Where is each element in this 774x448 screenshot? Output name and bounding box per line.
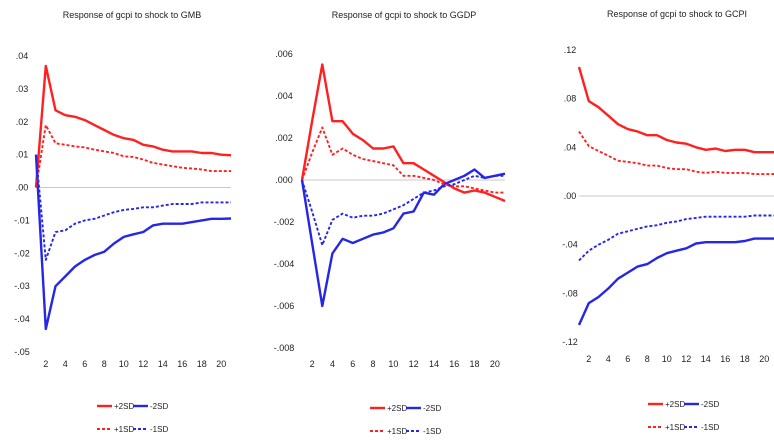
x-tick-label: 20 <box>759 354 769 364</box>
x-tick-label: 4 <box>63 359 68 369</box>
chart-panel-2: Response of gcpi to shock to GGDP .006 .00… <box>274 10 506 436</box>
y-tick-label: -.05 <box>14 347 30 357</box>
x-tick-label: 18 <box>197 359 207 369</box>
x-tick-label: 12 <box>409 359 419 369</box>
series-line-plus2sd <box>577 66 774 154</box>
y-tick-label: .04 <box>564 142 577 152</box>
legend-label: -1SD <box>150 425 168 434</box>
y-tick-label: -.08 <box>562 288 578 298</box>
x-tick-label: 4 <box>606 354 611 364</box>
y-tick-label: -.006 <box>274 301 295 311</box>
legend-label: +2SD <box>387 404 407 413</box>
y-tick-label: -.12 <box>562 337 578 347</box>
series-line-minus1sd <box>35 154 231 261</box>
x-tick-label: 18 <box>740 354 750 364</box>
y-tick-label: .04 <box>16 51 29 61</box>
legend-label: -1SD <box>701 423 719 432</box>
x-tick-label: 8 <box>645 354 650 364</box>
legend-label: +2SD <box>665 400 685 409</box>
x-tick-label: 2 <box>586 354 591 364</box>
legend-label: +1SD <box>665 423 685 432</box>
chart-title: Response of gcpi to shock to GCPI <box>607 9 747 19</box>
x-tick-label: 10 <box>662 354 672 364</box>
x-tick-label: 10 <box>388 359 398 369</box>
legend-label: +1SD <box>387 427 407 436</box>
x-tick-label: 6 <box>350 359 355 369</box>
series-line-plus1sd <box>35 124 231 188</box>
y-tick-label: -.002 <box>274 217 295 227</box>
y-tick-label: .000 <box>275 175 293 185</box>
series-line-minus2sd <box>577 237 774 326</box>
x-tick-label: 8 <box>371 359 376 369</box>
y-tick-label: .004 <box>275 91 293 101</box>
y-tick-label: .02 <box>16 117 29 127</box>
series-line-plus1sd <box>578 130 774 176</box>
x-tick-label: 14 <box>701 354 711 364</box>
legend: +2SD -2SD +1SD -1SD <box>97 402 168 434</box>
x-tick-label: 20 <box>216 359 226 369</box>
legend: +2SD -2SD +1SD -1SD <box>648 400 719 432</box>
series-line-plus2sd <box>34 64 232 188</box>
legend: +2SD -2SD +1SD -1SD <box>370 404 441 436</box>
series-line-plus2sd <box>300 63 506 203</box>
legend-label: +1SD <box>114 425 134 434</box>
y-tick-label: .00 <box>564 191 577 201</box>
y-tick-label: -.04 <box>562 240 578 250</box>
x-tick-label: 6 <box>625 354 630 364</box>
chart-title: Response of gcpi to shock to GMB <box>63 10 202 20</box>
x-tick-label: 2 <box>310 359 315 369</box>
x-tick-label: 8 <box>102 359 107 369</box>
series-line-minus1sd <box>301 174 505 247</box>
chart-title: Response of gcpi to shock to GGDP <box>332 10 477 20</box>
x-tick-label: 6 <box>82 359 87 369</box>
y-tick-label: .00 <box>16 183 29 193</box>
x-tick-label: 12 <box>138 359 148 369</box>
series-line-minus2sd <box>34 154 232 331</box>
y-tick-label: .03 <box>16 84 29 94</box>
y-tick-label: .08 <box>564 94 577 104</box>
x-tick-label: 10 <box>119 359 129 369</box>
x-tick-label: 16 <box>177 359 187 369</box>
y-tick-label: .006 <box>275 49 293 59</box>
y-tick-label: .12 <box>564 45 577 55</box>
series-line-minus2sd <box>300 168 506 308</box>
x-tick-label: 20 <box>490 359 500 369</box>
x-tick-label: 16 <box>720 354 730 364</box>
y-tick-label: -.02 <box>14 248 30 258</box>
y-tick-label: .002 <box>275 133 293 143</box>
x-tick-label: 2 <box>43 359 48 369</box>
y-tick-label: -.008 <box>274 343 295 353</box>
legend-label: -2SD <box>423 404 441 413</box>
y-tick-label: -.01 <box>14 215 30 225</box>
chart-panel-1: Response of gcpi to shock to GMB .04 .03 .0… <box>14 10 232 434</box>
legend-label: -1SD <box>423 427 441 436</box>
chart-panel-3: Response of gcpi to shock to GCPI .12 .08.… <box>562 9 774 432</box>
legend-label: +2SD <box>114 402 134 411</box>
series-line-minus1sd <box>578 214 774 262</box>
y-tick-label: -.03 <box>14 281 30 291</box>
x-tick-label: 16 <box>449 359 459 369</box>
y-tick-label: -.004 <box>274 259 295 269</box>
x-tick-label: 4 <box>330 359 335 369</box>
x-tick-label: 18 <box>470 359 480 369</box>
x-tick-label: 14 <box>158 359 168 369</box>
y-tick-label: -.04 <box>14 314 30 324</box>
series-line-plus1sd <box>301 126 505 194</box>
y-tick-label: .01 <box>16 150 29 160</box>
legend-label: -2SD <box>701 400 719 409</box>
x-tick-label: 14 <box>429 359 439 369</box>
x-tick-label: 12 <box>681 354 691 364</box>
legend-label: -2SD <box>150 402 168 411</box>
